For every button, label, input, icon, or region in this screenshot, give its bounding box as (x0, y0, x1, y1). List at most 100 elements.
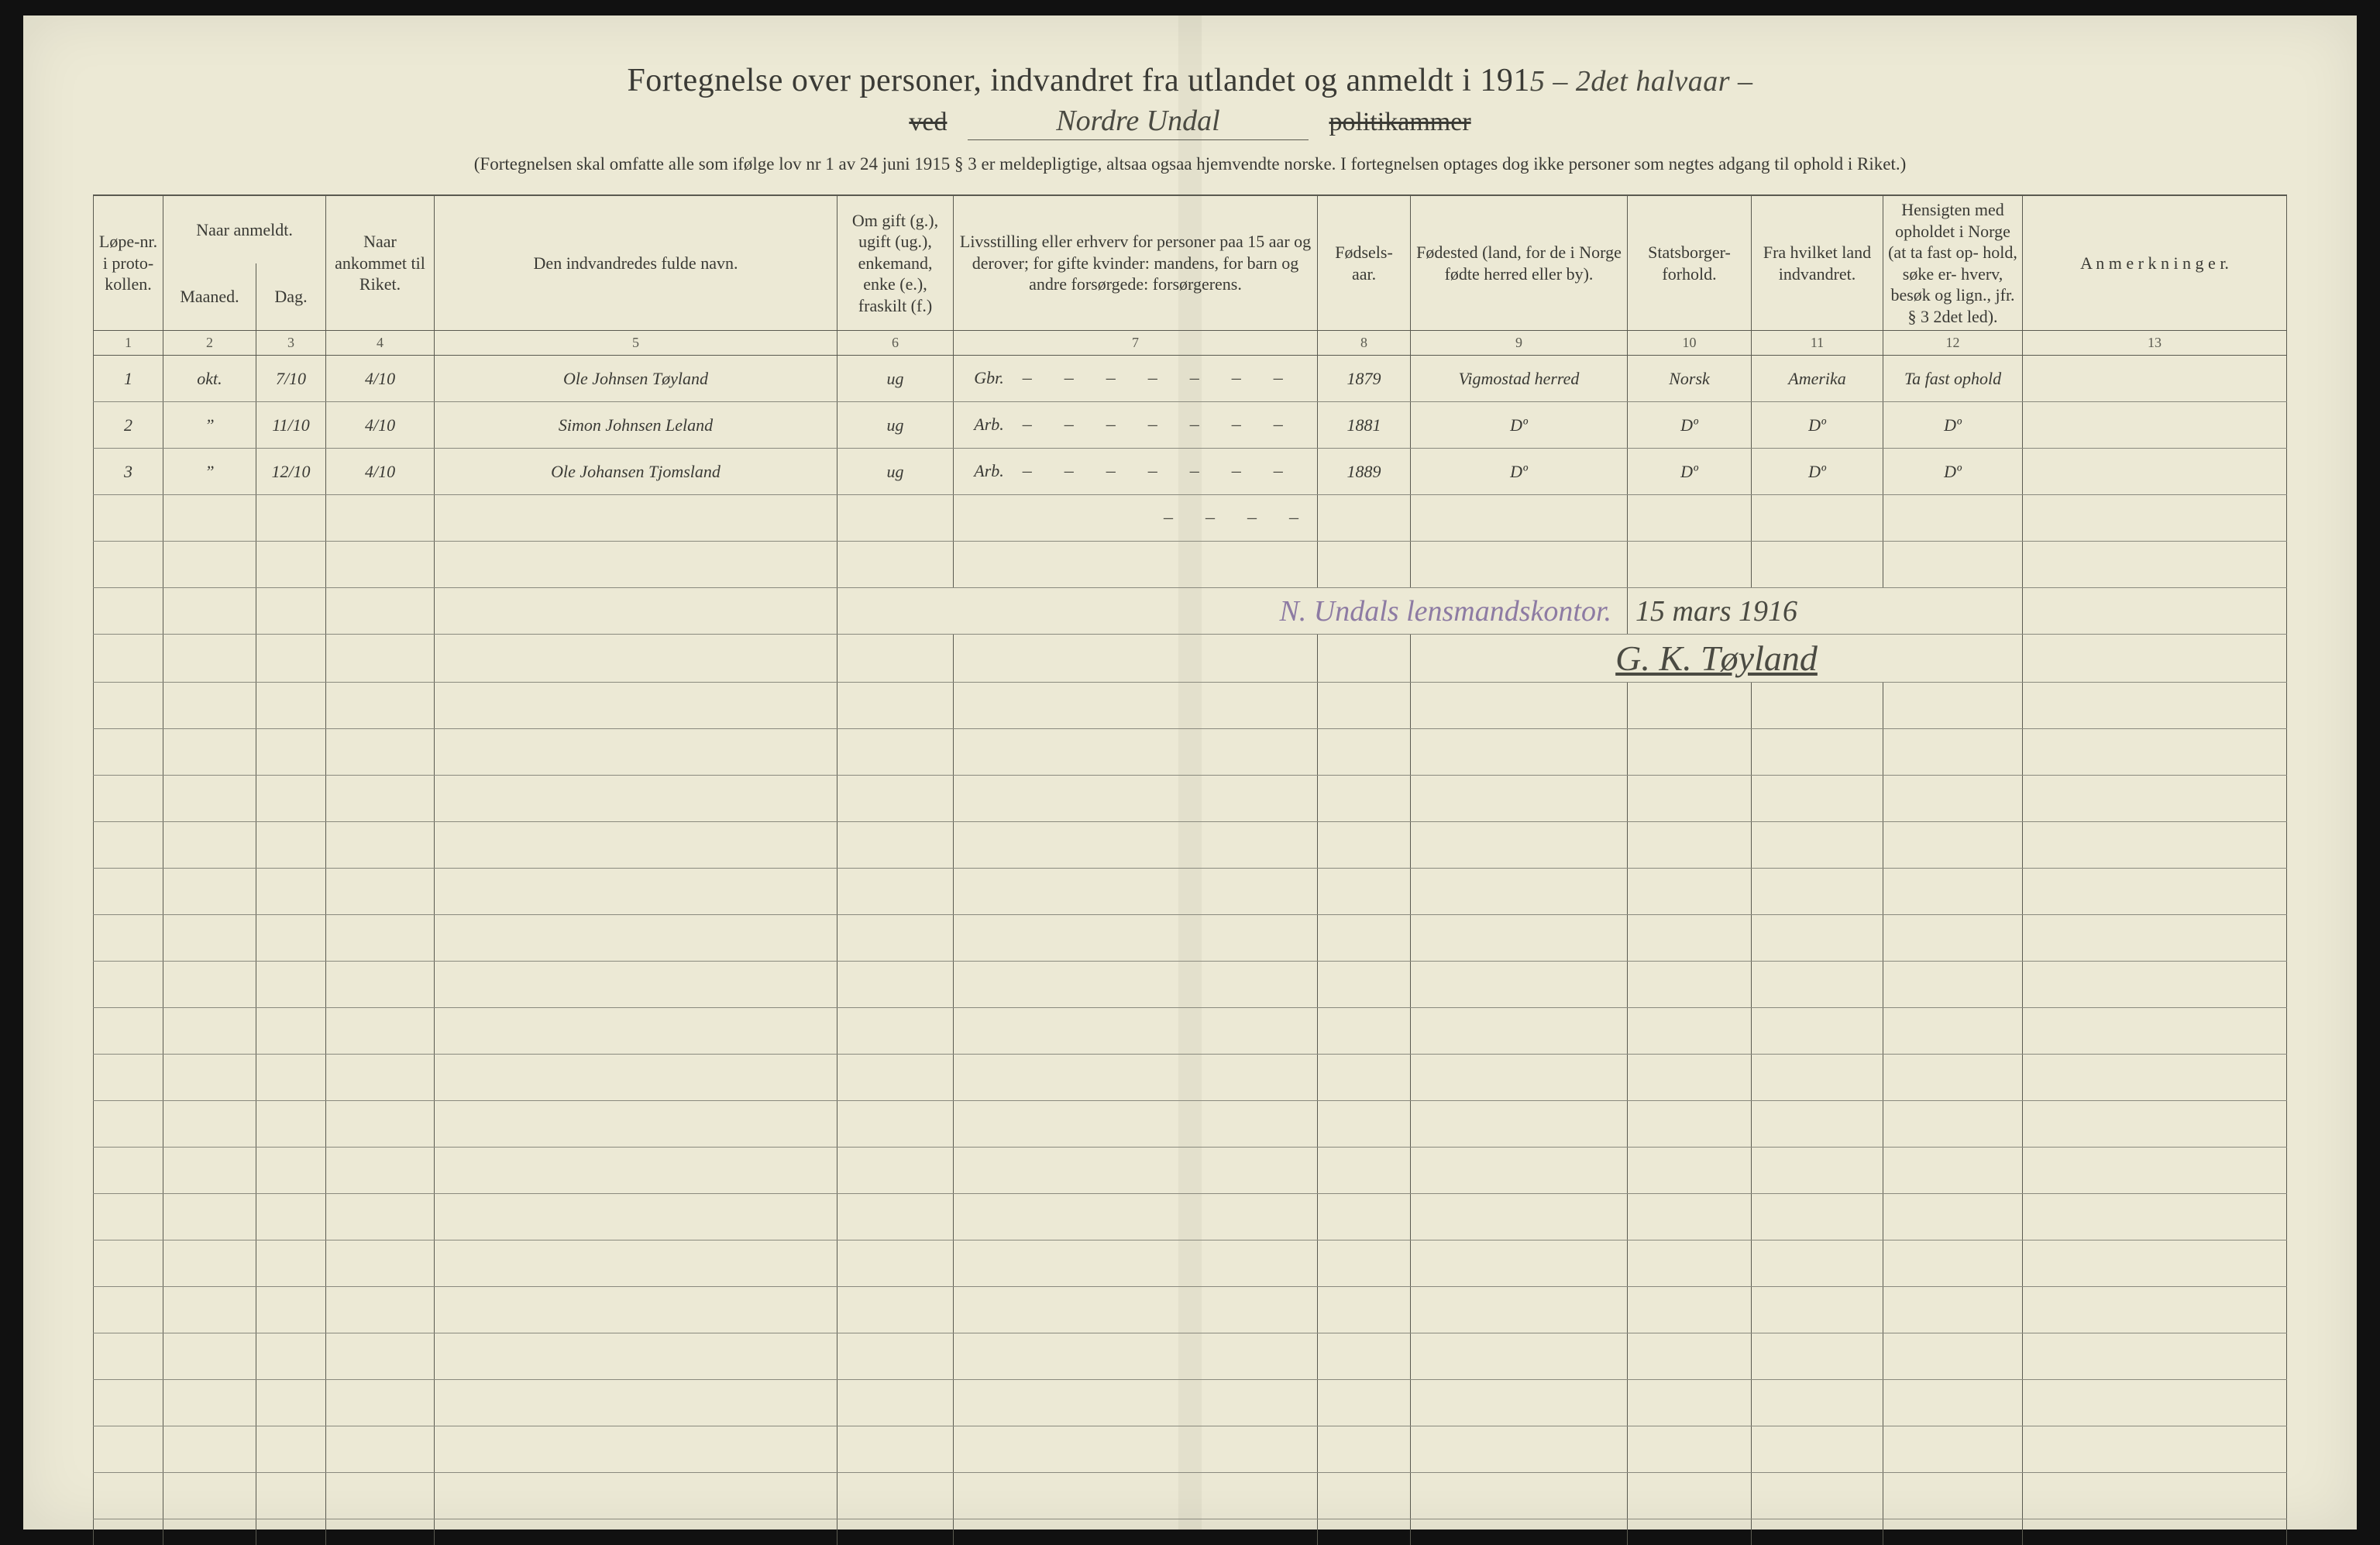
ledger-row (94, 542, 2287, 588)
cell-empty (256, 1194, 326, 1240)
cell-empty (1752, 915, 1883, 962)
col-header-gift: Om gift (g.), ugift (ug.), enkemand, enk… (837, 195, 954, 331)
cell-empty (1628, 1333, 1752, 1380)
cell-empty (326, 729, 435, 776)
cell-empty (1752, 962, 1883, 1008)
cell-empty (837, 1333, 954, 1380)
cell-empty (435, 1333, 837, 1380)
cell-empty (1628, 776, 1752, 822)
cell-empty (1752, 1148, 1883, 1194)
cell-statsborger: Norsk (1628, 356, 1752, 402)
cell-empty (1883, 1333, 2023, 1380)
cell-statsborger: Dº (1628, 402, 1752, 449)
cell-empty (163, 729, 256, 776)
cell-empty (1628, 1287, 1752, 1333)
cell-empty (2023, 1008, 2287, 1055)
ledger-row: 2”11/104/10Simon Johnsen LelandugArb. – … (94, 402, 2287, 449)
ledger-row: 3”12/104/10Ole Johansen TjomslandugArb. … (94, 449, 2287, 495)
cell-empty (1628, 1101, 1752, 1148)
col-header-fra-land: Fra hvilket land indvandret. (1752, 195, 1883, 331)
cell-empty (1411, 776, 1628, 822)
col-header-fodselsaar: Fødsels- aar. (1318, 195, 1411, 331)
cell-empty (2023, 1194, 2287, 1240)
cell-empty (1752, 1426, 1883, 1473)
cell-stilling-text: Arb. (974, 461, 1004, 480)
cell-empty (435, 635, 837, 683)
title-year-handwritten: 5 – 2det halvaar – (1530, 65, 1753, 98)
cell-empty (1318, 729, 1411, 776)
cell-empty (326, 635, 435, 683)
cell-maaned: okt. (163, 356, 256, 402)
cell-fra-land: Dº (1752, 402, 1883, 449)
cell-empty (1883, 1287, 2023, 1333)
cell-empty (2023, 1426, 2287, 1473)
signature-date-cell: 15 mars 1916 (1628, 588, 2023, 635)
cell-empty (94, 588, 163, 635)
cell-empty (163, 1333, 256, 1380)
cell-empty (837, 1194, 954, 1240)
col-header-livsstilling: Livsstilling eller erhverv for personer … (954, 195, 1318, 331)
col-header-anmerkninger: A n m e r k n i n g e r. (2023, 195, 2287, 331)
colnum: 13 (2023, 331, 2287, 356)
cell-empty (94, 729, 163, 776)
cell-empty (256, 822, 326, 869)
cell-empty (837, 1519, 954, 1545)
cell-empty (256, 588, 326, 635)
cell-livsstilling: – – – – (954, 495, 1318, 542)
cell-empty (163, 915, 256, 962)
cell-empty (1752, 542, 1883, 588)
ledger-row (94, 1240, 2287, 1287)
cell-hensigt: Dº (1883, 402, 2023, 449)
col-header-statsborger: Statsborger- forhold. (1628, 195, 1752, 331)
cell-empty (2023, 1287, 2287, 1333)
cell-empty (1752, 1333, 1883, 1380)
cell-empty (2023, 729, 2287, 776)
cell-empty (94, 869, 163, 915)
cell-empty (954, 1426, 1318, 1473)
cell-empty (1752, 729, 1883, 776)
cell-empty (2023, 1473, 2287, 1519)
cell-empty (954, 1519, 1318, 1545)
cell-dash-fill: – – – – (1164, 508, 1312, 528)
cell-empty (256, 1287, 326, 1333)
cell-statsborger: Dº (1628, 449, 1752, 495)
cell-empty (435, 869, 837, 915)
cell-empty (94, 1240, 163, 1287)
cell-empty (326, 1519, 435, 1545)
cell-empty (256, 635, 326, 683)
cell-empty (256, 1240, 326, 1287)
cell-empty (1318, 822, 1411, 869)
cell-empty (326, 1380, 435, 1426)
cell-empty (1411, 729, 1628, 776)
cell-empty (256, 1426, 326, 1473)
cell-empty (435, 822, 837, 869)
cell-empty (1628, 542, 1752, 588)
cell-empty (1883, 1101, 2023, 1148)
cell-stilling-text: Arb. (974, 415, 1004, 434)
cell-empty (326, 1473, 435, 1519)
cell-empty (1318, 542, 1411, 588)
ledger-row (94, 1008, 2287, 1055)
cell-empty (435, 1055, 837, 1101)
colnum: 5 (435, 331, 837, 356)
ledger-row (94, 683, 2287, 729)
cell-empty (1411, 1055, 1628, 1101)
cell-empty (256, 776, 326, 822)
cell-fodselsaar: 1881 (1318, 402, 1411, 449)
cell-empty (1628, 1240, 1752, 1287)
cell-maaned: ” (163, 449, 256, 495)
cell-empty (1628, 1473, 1752, 1519)
cell-empty (837, 1287, 954, 1333)
signature-row: N. Undals lensmandskontor.15 mars 1916 (94, 588, 2287, 635)
cell-empty (435, 683, 837, 729)
cell-empty (1318, 962, 1411, 1008)
cell-fodested: Vigmostad herred (1411, 356, 1628, 402)
cell-empty (163, 1194, 256, 1240)
cell-empty (1883, 1148, 2023, 1194)
cell-empty (163, 635, 256, 683)
cell-ankommet: 4/10 (326, 449, 435, 495)
cell-empty (1628, 1194, 1752, 1240)
ledger-row (94, 962, 2287, 1008)
cell-fodselsaar: 1889 (1318, 449, 1411, 495)
cell-empty (837, 869, 954, 915)
